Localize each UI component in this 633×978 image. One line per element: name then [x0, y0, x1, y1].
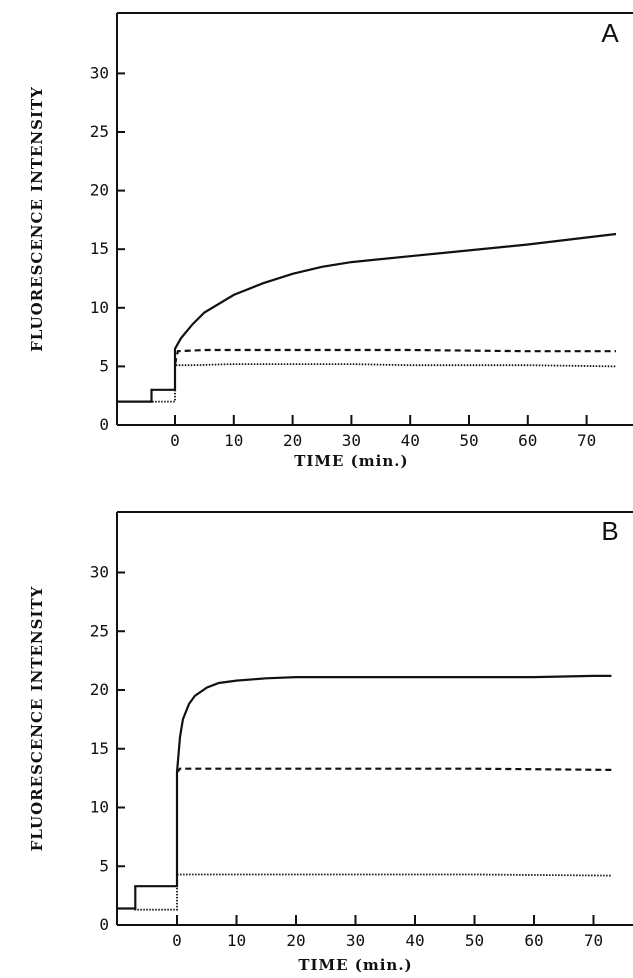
x-tick-label: 60 [518, 431, 537, 450]
y-tick-label: 15 [90, 239, 109, 258]
y-axis-title: FLUORESCENCE INTENSITY [28, 586, 46, 852]
series-line-dashed [176, 767, 612, 774]
y-tick-label: 25 [90, 621, 109, 640]
panel-label: A [601, 18, 619, 48]
x-tick-label: 30 [342, 431, 361, 450]
y-tick-label: 0 [99, 415, 109, 434]
x-tick-label: 50 [459, 431, 478, 450]
x-tick-label: 50 [465, 931, 484, 950]
series-line-solid [117, 674, 612, 910]
series-line-dotted [117, 873, 612, 911]
series-line-solid [116, 232, 617, 403]
x-axis-title: TIME (min.) [298, 956, 412, 974]
y-tick-label: 15 [90, 739, 109, 758]
y-tick-label: 10 [90, 798, 109, 817]
x-tick-label: 0 [170, 431, 180, 450]
x-tick-label: 40 [401, 431, 420, 450]
y-tick-label: 30 [90, 563, 109, 582]
series-line-dashed [173, 348, 616, 365]
y-tick-label: 10 [90, 298, 109, 317]
y-tick-label: 20 [90, 680, 109, 699]
x-tick-label: 70 [584, 931, 603, 950]
x-tick-label: 60 [524, 931, 543, 950]
y-tick-label: 25 [90, 122, 109, 141]
panel-label: B [601, 516, 618, 546]
x-tick-label: 10 [227, 931, 246, 950]
x-tick-label: 10 [224, 431, 243, 450]
y-tick-label: 5 [99, 856, 109, 875]
x-tick-label: 20 [286, 931, 305, 950]
x-tick-label: 30 [346, 931, 365, 950]
y-tick-label: 20 [90, 181, 109, 200]
y-axis-title: FLUORESCENCE INTENSITY [28, 86, 46, 352]
y-tick-label: 5 [99, 356, 109, 375]
x-tick-label: 40 [405, 931, 424, 950]
x-tick-label: 0 [172, 931, 182, 950]
y-tick-label: 0 [99, 915, 109, 934]
x-tick-label: 70 [577, 431, 596, 450]
panel-a: 0 5 10 15 20 25 30 0 10 20 30 40 50 60 70 TIME (min.) FL… [28, 12, 633, 470]
panel-b: 0 5 10 15 20 25 30 0 10 20 30 40 50 60 70 TIME (min.) FL… [28, 511, 633, 974]
series-line-dotted [116, 363, 617, 403]
x-tick-label: 20 [283, 431, 302, 450]
y-tick-label: 30 [90, 63, 109, 82]
x-axis-title: TIME (min.) [294, 452, 408, 470]
